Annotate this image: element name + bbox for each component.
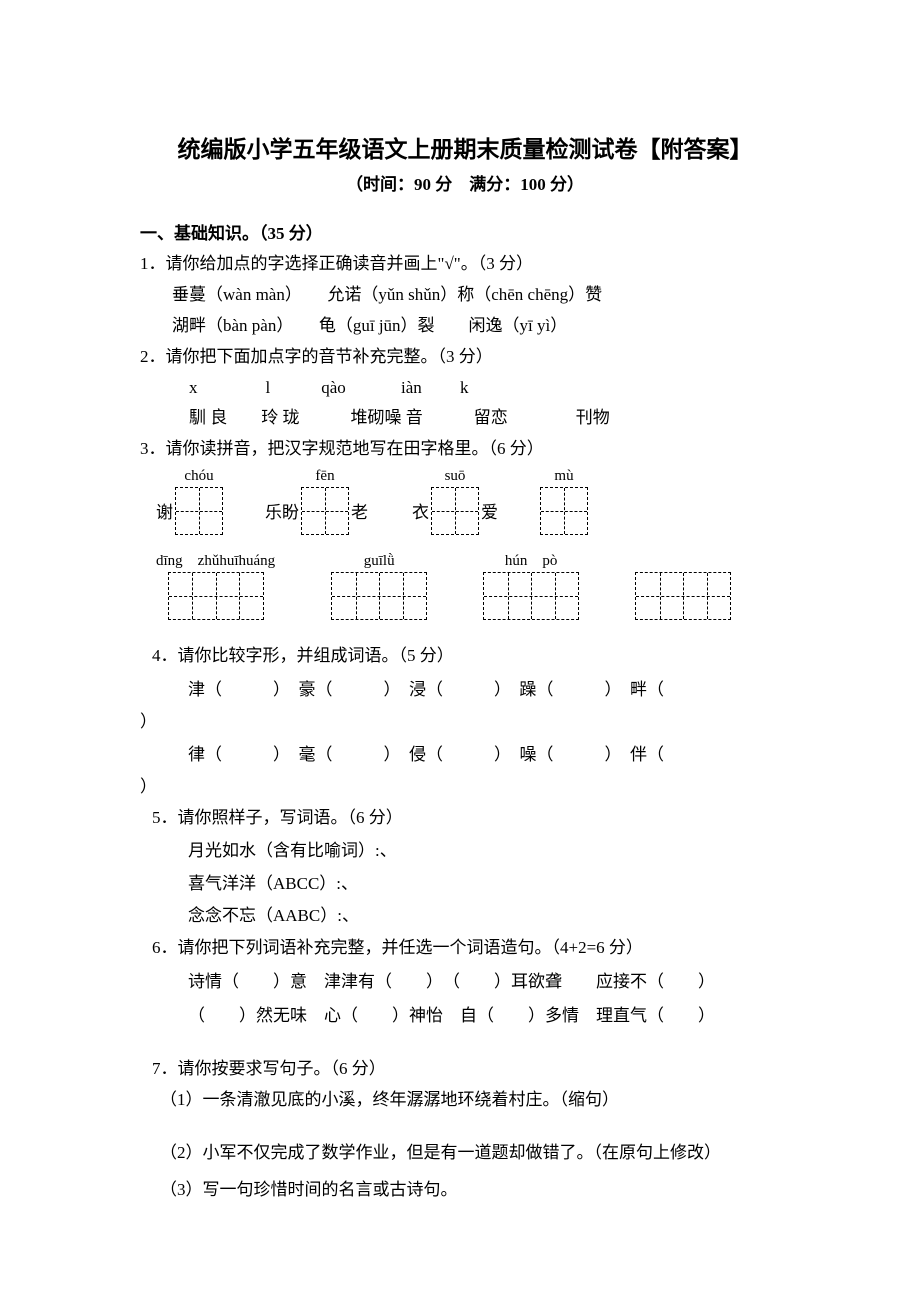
q3-item: 衣 suō 爱 <box>410 468 500 535</box>
q5-l2: 喜气洋洋（ABCC）:、 <box>140 868 790 900</box>
q3-item: hún pò <box>483 549 579 620</box>
q2-char-row: 馴 良 玲 珑 堆砌噪 音 留恋 刊物 <box>140 404 790 433</box>
q7-stem: 7．请你按要求写句子。（6 分） <box>140 1055 790 1084</box>
q3-pre-char: 乐盼 <box>265 498 299 523</box>
page-subtitle: （时间：90 分 满分：100 分） <box>140 170 790 195</box>
exam-page: 统编版小学五年级语文上册期末质量检测试卷【附答案】 （时间：90 分 满分：10… <box>0 0 920 1267</box>
spacer <box>140 620 790 640</box>
field-box-icon[interactable] <box>301 487 349 535</box>
pinyin-label: hún pò <box>505 549 558 570</box>
field-box-icon[interactable] <box>168 572 264 620</box>
q6-l1: 诗情（ ）意 津津有（ ） （ ）耳欲聋 应接不（ ） <box>140 965 790 999</box>
q5-l3: 念念不忘（AABC）:、 <box>140 900 790 932</box>
q3-col: fēn <box>301 468 349 535</box>
q3-col: chóu <box>175 468 223 535</box>
q1-stem: 1．请你给加点的字选择正确读音并画上"√"。（3 分） <box>140 250 790 279</box>
q3-post-char: 爱 <box>481 498 498 523</box>
q5-l1: 月光如水（含有比喻词）:、 <box>140 835 790 867</box>
q3-post-char: 老 <box>351 498 368 523</box>
q3-pre-char: 衣 <box>412 498 429 523</box>
q6-l2: （ ）然无味 心（ ）神怡 自（ ）多情 理直气（ ） <box>140 999 790 1033</box>
pinyin-label: mù <box>554 468 573 485</box>
q4-line2: 律（ ） 毫（ ） 侵（ ） 噪（ ） 伴（ <box>140 738 790 772</box>
pinyin-label: suō <box>445 468 466 485</box>
page-title: 统编版小学五年级语文上册期末质量检测试卷【附答案】 <box>140 130 790 164</box>
q7-s1: （1）一条清澈见底的小溪，终年潺潺地环绕着村庄。（缩句） <box>140 1086 790 1115</box>
q3-row2: dīng zhǔhuīhuáng guīlǜ hún pò <box>140 549 790 620</box>
q7-s2: （2）小军不仅完成了数学作业，但是有一道题却做错了。（在原句上修改） <box>140 1139 790 1168</box>
q3-col: suō <box>431 468 479 535</box>
q1-line1: 垂蔓（wàn màn） 允诺（yǔn shǔn）称（chēn chēng）赞 <box>140 281 790 310</box>
field-box-icon[interactable] <box>431 487 479 535</box>
q3-item: mù <box>540 468 588 535</box>
spacer <box>140 1033 790 1053</box>
pinyin-label: chóu <box>184 468 213 485</box>
q2-pinyin-row: x l qào iàn k <box>140 374 790 403</box>
pinyin-label: dīng zhǔhuīhuáng <box>156 549 275 570</box>
q4-line1: 津（ ） 豪（ ） 浸（ ） 躁（ ） 畔（ <box>140 673 790 707</box>
q4-stem: 4．请你比较字形，并组成词语。（5 分） <box>140 642 790 671</box>
q3-row1: 谢 chóu 乐盼 fēn 老 衣 suō 爱 mù <box>140 468 790 535</box>
q4-line1-end: ） <box>140 707 790 738</box>
q3-item: 谢 chóu <box>154 468 223 535</box>
q5-stem: 5．请你照样子，写词语。（6 分） <box>140 804 790 833</box>
pinyin-label: fēn <box>315 468 334 485</box>
field-box-icon[interactable] <box>483 572 579 620</box>
q3-item: guīlǜ <box>331 553 427 620</box>
field-box-icon[interactable] <box>635 572 731 620</box>
q6-stem: 6．请你把下列词语补充完整，并任选一个词语造句。（4+2=6 分） <box>140 934 790 963</box>
q3-col: mù <box>540 468 588 535</box>
field-box-icon[interactable] <box>331 572 427 620</box>
q3-stem: 3．请你读拼音，把汉字规范地写在田字格里。（6 分） <box>140 435 790 464</box>
q3-item <box>635 570 731 620</box>
q3-item: dīng zhǔhuīhuáng <box>156 549 275 620</box>
q4-line2-end: ） <box>140 772 790 803</box>
pinyin-label: guīlǜ <box>364 553 395 570</box>
q3-pre-char: 谢 <box>156 498 173 523</box>
field-box-icon[interactable] <box>175 487 223 535</box>
q7-s3: （3）写一句珍惜时间的名言或古诗句。 <box>140 1176 790 1205</box>
q3-item: 乐盼 fēn 老 <box>263 468 370 535</box>
field-box-icon[interactable] <box>540 487 588 535</box>
q1-line2: 湖畔（bàn pàn） 龟（guī jūn）裂 闲逸（yī yì） <box>140 312 790 341</box>
spacer <box>140 1117 790 1137</box>
q2-stem: 2．请你把下面加点字的音节补充完整。（3 分） <box>140 343 790 372</box>
section-1-head: 一、基础知识。（35 分） <box>140 219 790 244</box>
